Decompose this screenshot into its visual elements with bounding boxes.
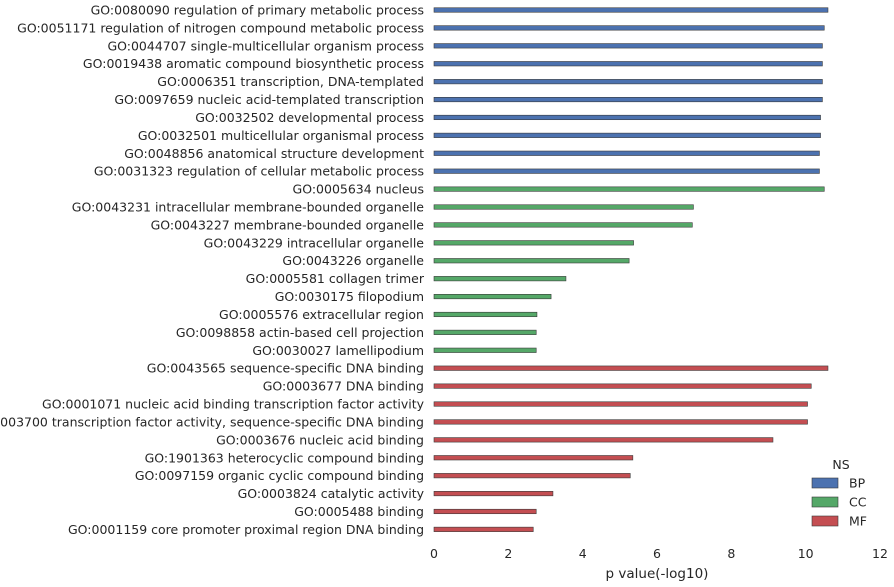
bar-mf-20 bbox=[433, 365, 829, 371]
bar-mf-27 bbox=[433, 491, 554, 497]
category-label: GO:0003824 catalytic activity bbox=[238, 486, 425, 501]
bar-cc-10 bbox=[433, 186, 825, 192]
bar-bp-9 bbox=[433, 168, 820, 174]
x-tick-label: 4 bbox=[579, 546, 587, 561]
legend-label-cc: CC bbox=[849, 495, 867, 510]
bar-mf-23 bbox=[433, 419, 808, 425]
bar-mf-26 bbox=[433, 473, 631, 479]
category-label: GO:0005576 extracellular region bbox=[219, 307, 424, 322]
category-label: GO:0032502 developmental process bbox=[195, 110, 424, 125]
bar-bp-2 bbox=[433, 43, 823, 49]
category-label: GO:0032501 multicellular organismal proc… bbox=[138, 128, 424, 143]
category-label: GO:0044707 single-multicellular organism… bbox=[107, 38, 424, 53]
category-labels: GO:0080090 regulation of primary metabol… bbox=[0, 3, 425, 537]
bar-bp-1 bbox=[433, 25, 825, 31]
bar-cc-11 bbox=[433, 204, 694, 210]
bar-bp-8 bbox=[433, 150, 820, 156]
category-label: GO:0030027 lamellipodium bbox=[252, 343, 424, 358]
legend-entries: BP CC MF bbox=[811, 476, 867, 529]
bar-cc-13 bbox=[433, 240, 634, 246]
bar-mf-21 bbox=[433, 383, 812, 389]
category-label: GO:0001159 core promoter proximal region… bbox=[68, 522, 424, 537]
category-label: GO:0098858 actin-based cell projection bbox=[176, 325, 424, 340]
category-label: GO:0003700 transcription factor activity… bbox=[0, 414, 424, 429]
category-label: GO:0051171 regulation of nitrogen compou… bbox=[17, 20, 424, 35]
category-label: GO:0043565 sequence-specific DNA binding bbox=[147, 361, 424, 376]
legend: NS BP CC MF bbox=[811, 457, 867, 529]
legend-swatch-cc bbox=[811, 496, 839, 508]
legend-swatch-mf bbox=[811, 515, 839, 527]
bar-mf-25 bbox=[433, 455, 634, 461]
x-tick-labels: 0 2 4 6 8 10 12 bbox=[430, 546, 888, 561]
category-label: GO:0030175 filopodium bbox=[275, 289, 424, 304]
bar-cc-18 bbox=[433, 329, 537, 335]
x-axis-title: p value(-log10) bbox=[606, 566, 709, 582]
bar-cc-15 bbox=[433, 276, 567, 282]
category-label: GO:0005581 collagen trimer bbox=[246, 271, 425, 286]
bar-bp-0 bbox=[433, 7, 829, 13]
bar-mf-22 bbox=[433, 401, 808, 407]
x-tick-label: 0 bbox=[430, 546, 438, 561]
bar-cc-12 bbox=[433, 222, 693, 228]
bar-bp-5 bbox=[433, 97, 823, 103]
bar-cc-14 bbox=[433, 258, 630, 264]
x-tick-label: 10 bbox=[798, 546, 814, 561]
category-label: GO:0006351 transcription, DNA-templated bbox=[157, 74, 424, 89]
bar-mf-28 bbox=[433, 508, 537, 515]
bar-mf-29 bbox=[433, 526, 534, 532]
category-label: GO:0031323 regulation of cellular metabo… bbox=[94, 164, 424, 179]
bar-cc-16 bbox=[433, 294, 552, 300]
x-tick-label: 2 bbox=[504, 546, 512, 561]
x-tick-label: 6 bbox=[653, 546, 661, 561]
category-label: GO:0003677 DNA binding bbox=[263, 379, 424, 394]
bar-bp-7 bbox=[433, 132, 821, 138]
legend-label-bp: BP bbox=[849, 476, 866, 491]
category-label: GO:0019438 aromatic compound biosyntheti… bbox=[83, 56, 424, 71]
category-label: GO:0043231 intracellular membrane-bounde… bbox=[72, 200, 425, 215]
legend-title: NS bbox=[832, 457, 849, 472]
bar-cc-17 bbox=[433, 311, 538, 318]
category-label: GO:0005488 binding bbox=[294, 504, 424, 519]
category-label: GO:0001071 nucleic acid binding transcri… bbox=[42, 397, 425, 412]
category-label: GO:0043227 membrane-bounded organelle bbox=[151, 217, 425, 232]
legend-swatch-bp bbox=[811, 477, 839, 489]
category-label: GO:0043226 organelle bbox=[282, 253, 424, 268]
category-label: GO:1901363 heterocyclic compound binding bbox=[145, 450, 424, 465]
category-label: GO:0005634 nucleus bbox=[293, 182, 424, 197]
bar-mf-24 bbox=[433, 437, 774, 443]
legend-label-mf: MF bbox=[849, 514, 867, 529]
x-tick-label: 8 bbox=[727, 546, 735, 561]
category-label: GO:0097159 organic cyclic compound bindi… bbox=[135, 468, 424, 483]
bar-bp-4 bbox=[433, 79, 823, 85]
bar-bp-3 bbox=[433, 61, 823, 67]
bar-bp-6 bbox=[433, 114, 821, 121]
category-label: GO:0080090 regulation of primary metabol… bbox=[91, 3, 424, 18]
category-label: GO:0003676 nucleic acid binding bbox=[216, 432, 424, 447]
category-label: GO:0043229 intracellular organelle bbox=[204, 235, 425, 250]
bars-group bbox=[433, 7, 829, 532]
category-label: GO:0097659 nucleic acid-templated transc… bbox=[114, 92, 424, 107]
bar-cc-19 bbox=[433, 347, 537, 353]
category-label: GO:0048856 anatomical structure developm… bbox=[124, 146, 424, 161]
x-tick-label: 12 bbox=[872, 546, 888, 561]
